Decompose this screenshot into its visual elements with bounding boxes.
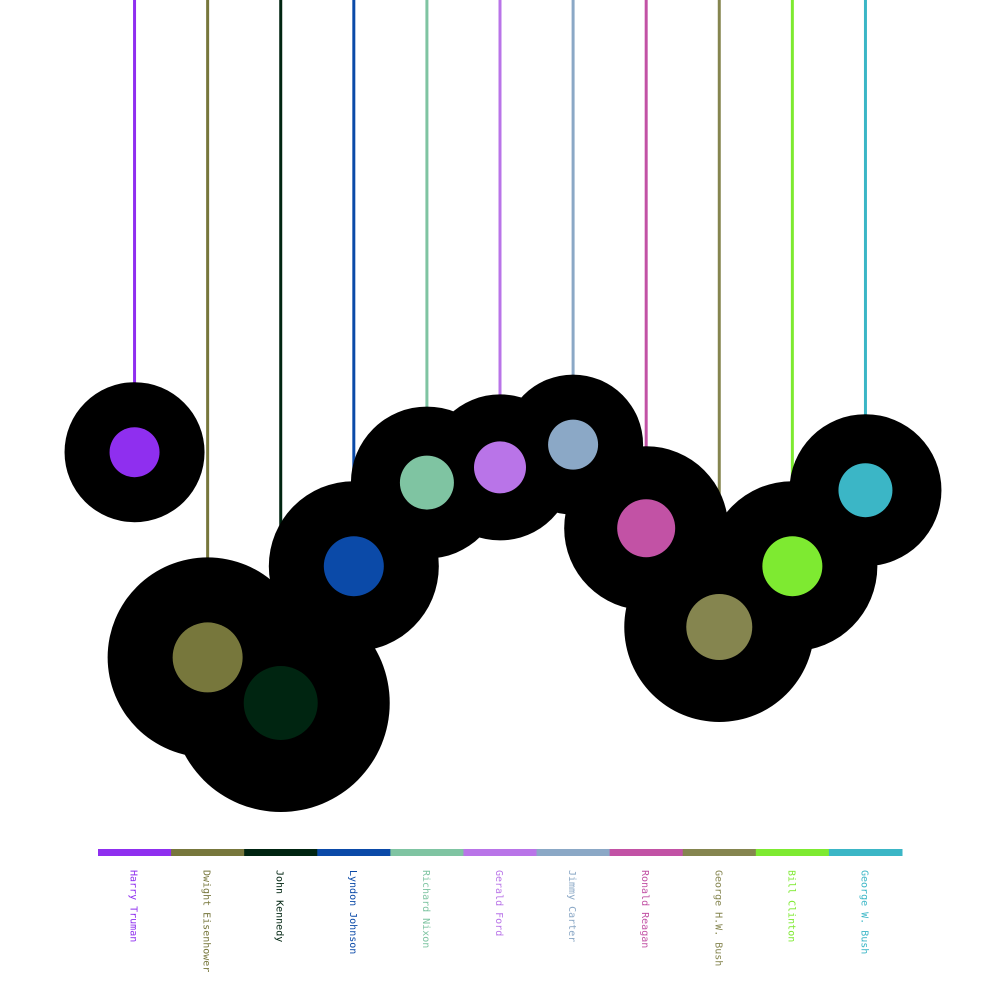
legend-label-lyndon-johnson: Lyndon Johnson xyxy=(347,870,358,954)
inner-circle-jimmy-carter[interactable] xyxy=(548,419,599,470)
inner-circle-lyndon-johnson[interactable] xyxy=(323,536,384,597)
inner-circle-gerald-ford[interactable] xyxy=(474,441,526,494)
legend-segment-bill-clinton xyxy=(755,849,830,856)
legend-segment-jimmy-carter xyxy=(536,849,611,856)
legend-labels: Harry Truman Dwight Eisenhower John Kenned… xyxy=(128,870,870,972)
legend-segment-lyndon-johnson xyxy=(317,849,391,856)
legend-segment-george-w-bush xyxy=(828,849,903,856)
inner-circles xyxy=(109,419,893,740)
legend-segment-george-h-w-bush xyxy=(682,849,757,856)
legend-segment-john-kennedy xyxy=(244,849,318,856)
inner-circle-dwight-eisenhower[interactable] xyxy=(172,622,243,693)
inner-circle-bill-clinton[interactable] xyxy=(762,536,823,597)
legend-label-jimmy-carter: Jimmy Carter xyxy=(566,870,577,942)
inner-circle-harry-truman[interactable] xyxy=(109,427,160,478)
legend-label-dwight-eisenhower: Dwight Eisenhower xyxy=(201,870,212,972)
legend-label-richard-nixon: Richard Nixon xyxy=(420,870,431,948)
legend-label-bill-clinton: Bill Clinton xyxy=(785,870,796,942)
inner-circle-ronald-reagan[interactable] xyxy=(617,499,676,558)
legend-label-ronald-reagan: Ronald Reagan xyxy=(639,870,650,948)
legend-segment-gerald-ford xyxy=(463,849,538,856)
legend-label-george-h-w-bush: George H.W. Bush xyxy=(712,870,723,966)
legend-label-gerald-ford: Gerald Ford xyxy=(493,870,504,936)
inner-circle-george-w-bush[interactable] xyxy=(838,463,893,518)
inner-circle-george-h-w-bush[interactable] xyxy=(686,594,753,660)
legend-segment-ronald-reagan xyxy=(609,849,684,856)
legend-label-john-kennedy: John Kennedy xyxy=(274,870,285,942)
outer-circles xyxy=(64,374,942,812)
legend-label-george-w-bush: George W. Bush xyxy=(858,870,869,954)
legend-label-harry-truman: Harry Truman xyxy=(128,870,139,942)
legend-segment-dwight-eisenhower xyxy=(171,849,245,856)
legend-segment-richard-nixon xyxy=(390,849,464,856)
inner-circle-richard-nixon[interactable] xyxy=(399,455,454,510)
legend-segment-harry-truman xyxy=(98,849,172,856)
legend-bar xyxy=(98,849,903,856)
inner-circle-john-kennedy[interactable] xyxy=(243,666,318,740)
